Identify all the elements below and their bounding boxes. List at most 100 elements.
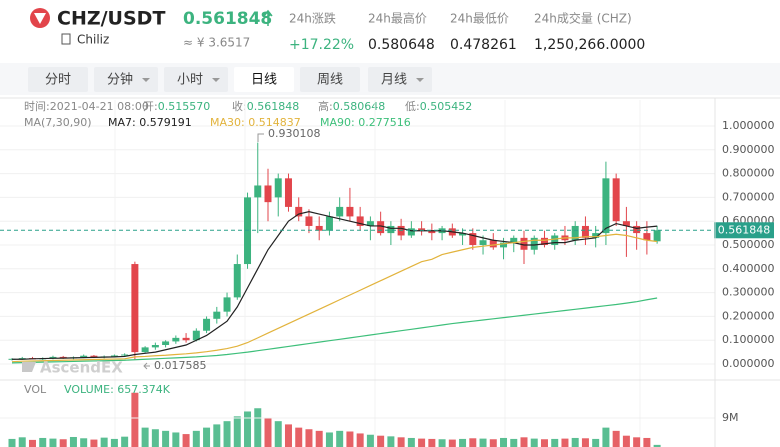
y-tick-label: 0.800000 — [722, 167, 775, 180]
candle-body — [203, 318, 211, 331]
volume-bar — [325, 432, 333, 447]
ma-label: MA30: 0.514837 — [210, 116, 301, 129]
annotation-pointer — [257, 133, 264, 142]
tab-caret — [212, 78, 220, 82]
tab-label: 小时 — [177, 73, 203, 88]
volume-bar — [39, 437, 47, 447]
info-label: 低: — [405, 100, 420, 113]
volume-bar — [469, 438, 477, 447]
info-item: 低:0.505452 — [405, 100, 472, 113]
volume-bar — [59, 439, 67, 447]
candle-body — [305, 216, 313, 226]
info-line: 时间:2021-04-21 08:00开:0.515570 收:0.561848 高… — [24, 99, 472, 113]
candle-body — [284, 178, 292, 207]
info-item: 高:0.580648 — [318, 99, 385, 113]
candle-body — [213, 311, 221, 319]
volume-bar — [69, 436, 77, 447]
tab[interactable]: 日线 — [234, 67, 294, 92]
tab[interactable]: 周线 — [300, 67, 360, 92]
volume-bar — [203, 427, 211, 447]
volume-bar — [653, 444, 661, 447]
tab-bg — [94, 67, 158, 92]
candle-body — [182, 337, 190, 341]
stat-value: 0.478261 — [450, 37, 517, 53]
volume-bar — [366, 434, 374, 447]
candle-body — [612, 178, 620, 222]
candle-body — [315, 225, 323, 231]
candle-body — [479, 240, 487, 245]
candle-body — [643, 233, 651, 241]
tab-label: 分钟 — [107, 72, 133, 88]
tab[interactable]: 分钟 — [94, 67, 158, 92]
info-value: 0.505452 — [420, 100, 473, 113]
info-label: 时间: — [24, 100, 50, 113]
volume-bar — [223, 421, 231, 447]
candle-body — [254, 185, 262, 198]
current-price-box — [714, 222, 774, 239]
candle-body — [428, 230, 436, 234]
y-tick-label: 0.400000 — [722, 262, 775, 275]
doc-icon — [61, 33, 71, 45]
info-label: 收: — [232, 99, 247, 113]
volume-bar — [530, 438, 538, 447]
candle-body — [469, 233, 477, 245]
volume-bar — [602, 427, 610, 447]
candle-body — [131, 264, 139, 353]
volume-bar — [592, 438, 600, 447]
volume-bar — [377, 435, 385, 447]
tab[interactable]: 月线 — [368, 67, 432, 92]
tab[interactable]: 小时 — [164, 67, 228, 92]
ma-label: MA90: 0.277516 — [320, 116, 411, 129]
ma-line — [11, 297, 658, 364]
volume-bar — [397, 437, 405, 447]
volume-bar — [233, 416, 241, 447]
current-price-label: 0.561848 — [718, 223, 771, 236]
volume-bar — [346, 431, 354, 447]
cny-price: ≈ ¥ 3.6517 — [183, 36, 250, 50]
volume-bar — [182, 434, 190, 447]
volume-bar — [141, 427, 149, 447]
volume-bar — [244, 411, 252, 447]
tab[interactable]: 分时 — [28, 67, 88, 92]
info-value: 0.561848 — [247, 100, 300, 113]
candle-body — [530, 237, 538, 250]
candle-body — [274, 178, 282, 198]
candle-body — [18, 358, 26, 360]
y-tick-label: 1.000000 — [722, 119, 775, 132]
candle-body — [551, 235, 559, 245]
tab-label: 月线 — [381, 73, 407, 88]
volume-bar — [131, 392, 139, 447]
info-value: 0.515570 — [158, 100, 211, 113]
y-tick-label: 0.000000 — [722, 357, 775, 370]
volume-bar — [407, 437, 415, 447]
stat-label: 24h最低价 — [450, 12, 509, 26]
candle-body — [172, 337, 180, 342]
candle-body — [356, 216, 364, 226]
candle-body — [510, 237, 518, 243]
candle-body — [151, 345, 159, 348]
volume-bar — [448, 439, 456, 447]
y-tick-label: 0.300000 — [722, 286, 775, 299]
volume-bar — [28, 439, 36, 447]
watermark-logo — [22, 362, 36, 372]
vol-label: VOLUME: 657.374K — [64, 383, 171, 396]
volume-bar — [90, 439, 98, 447]
info-value: 0.580648 — [333, 100, 386, 113]
volume-bar — [315, 430, 323, 447]
tab-label: 日线 — [251, 73, 277, 88]
candle-body — [49, 356, 57, 359]
volume-bar — [356, 433, 364, 447]
candle-body — [223, 297, 231, 312]
last-price: 0.561848 — [183, 9, 272, 29]
y-tick-label: 0.700000 — [722, 190, 775, 203]
volume-bar — [633, 437, 641, 447]
annotation: 0.930108 — [268, 127, 321, 140]
ma-line — [11, 233, 658, 363]
volume-bar — [571, 437, 579, 447]
candle-body — [571, 225, 579, 241]
pair: CHZ/USDT — [57, 8, 165, 30]
info-label: 高: — [318, 99, 333, 113]
tab-caret — [142, 78, 150, 82]
candle-body — [581, 225, 589, 238]
